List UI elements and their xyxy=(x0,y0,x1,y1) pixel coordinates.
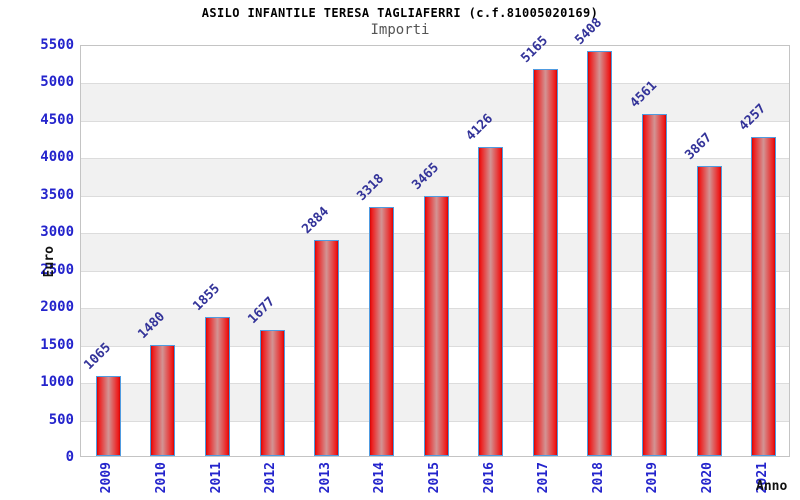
y-axis-title: Euro xyxy=(42,246,57,278)
bar-2020 xyxy=(697,166,722,456)
gridline xyxy=(81,83,789,85)
bar-2017 xyxy=(533,69,558,456)
y-tick-label: 3000 xyxy=(40,224,74,241)
x-tick-label: 2016 xyxy=(481,462,497,494)
y-tick-label: 5000 xyxy=(40,74,74,91)
y-tick-label: 2000 xyxy=(40,299,74,316)
grid-band xyxy=(81,158,789,196)
x-tick-label: 2011 xyxy=(208,462,224,494)
x-axis-title: Anno xyxy=(756,479,788,494)
bar-2021 xyxy=(751,137,776,456)
gridline xyxy=(81,120,789,122)
x-tick-label: 2015 xyxy=(427,462,442,494)
bar-2014 xyxy=(369,207,394,456)
y-tick-label: 1500 xyxy=(40,336,74,353)
x-tick-label: 2019 xyxy=(645,462,661,494)
plot-area: 1065 1480 1855 1677 2884 3318 3465 4126 5165 5408… xyxy=(80,15,790,457)
bar-2011 xyxy=(205,317,230,456)
bar-2010 xyxy=(150,345,175,456)
bar-2015 xyxy=(424,196,449,456)
x-tick-label: 2020 xyxy=(700,462,716,494)
y-tick-label: 0 xyxy=(65,449,74,465)
x-tick-label: 2018 xyxy=(590,462,606,494)
gridline xyxy=(81,158,789,160)
y-tick-label: 5500 xyxy=(40,37,74,53)
chart-subtitle: Importi xyxy=(370,22,430,38)
y-tick-label: 4500 xyxy=(40,111,74,128)
bar-2012 xyxy=(260,330,285,456)
chart-title: ASILO INFANTILE TERESA TAGLIAFERRI (c.f.… xyxy=(201,6,599,20)
bar-value-label: 5165 xyxy=(518,33,552,66)
y-tick-label: 3500 xyxy=(40,186,74,203)
y-tick-label: 1000 xyxy=(40,374,74,391)
y-tick-label: 4000 xyxy=(40,149,74,166)
x-tick-label: 2013 xyxy=(317,462,333,494)
bar-2013 xyxy=(314,240,339,456)
y-tick-label: 500 xyxy=(48,411,74,428)
grid-band xyxy=(81,83,789,121)
x-tick-label: 2014 xyxy=(372,462,388,494)
x-tick-label: 2010 xyxy=(153,462,169,494)
bar-2019 xyxy=(642,114,667,456)
x-tick-label: 2009 xyxy=(99,462,115,494)
y-tick-label: 2500 xyxy=(40,261,74,278)
bar-2018 xyxy=(587,51,612,456)
bar-2009 xyxy=(96,376,121,456)
x-tick-label: 2012 xyxy=(263,462,279,494)
bar-value-label: 2884 xyxy=(299,204,333,237)
x-tick-label: 2017 xyxy=(536,462,552,494)
bar-2016 xyxy=(478,147,503,456)
